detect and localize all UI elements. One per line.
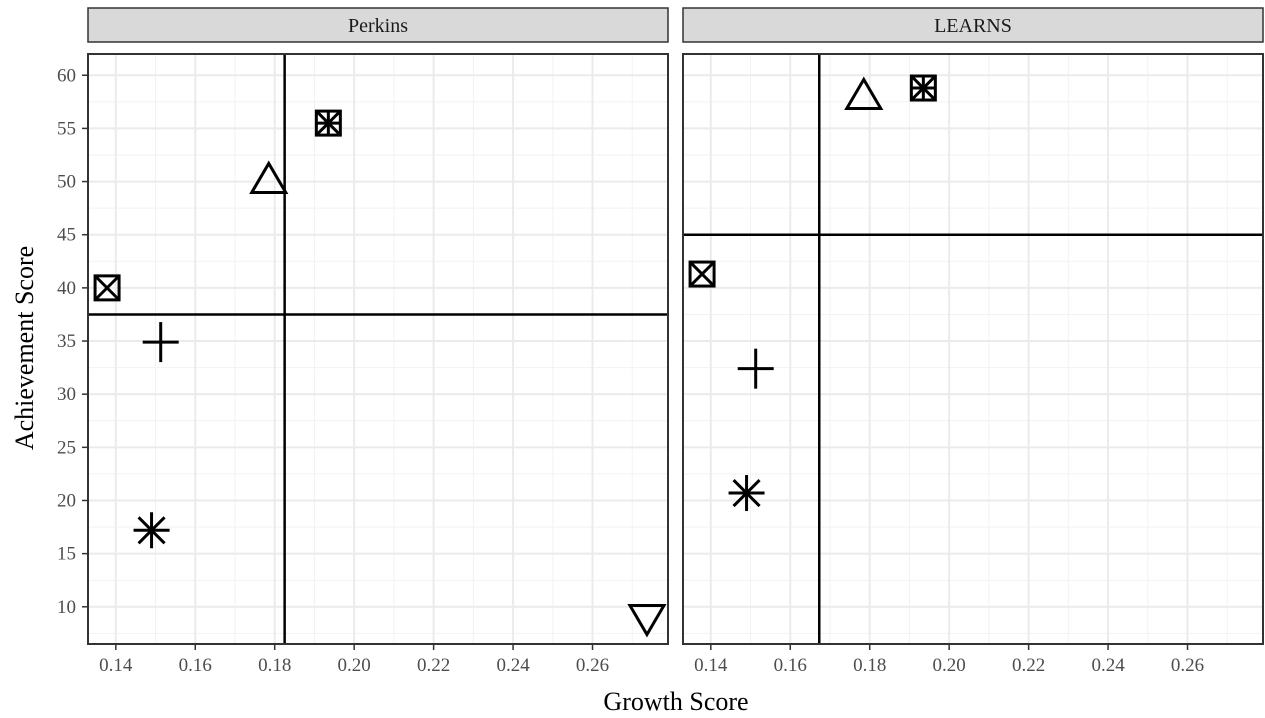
x-tick-label: 0.24	[1091, 655, 1125, 676]
data-point-square-cross	[688, 260, 716, 288]
x-tick-label: 0.22	[1012, 655, 1045, 676]
y-tick-label: 60	[57, 65, 76, 86]
x-tick-label: 0.14	[694, 655, 728, 676]
plot-area	[88, 54, 668, 644]
data-point-triangle-down	[627, 603, 667, 638]
x-tick-label: 0.16	[179, 655, 212, 676]
y-tick-label: 10	[57, 597, 76, 618]
data-point-plus	[142, 322, 179, 363]
facet-panel-perkins: Perkins 0.14 0.16 0.18 0.20 0.22 0.24 0.26	[87, 7, 669, 676]
facet-strip-label: Perkins	[348, 15, 408, 37]
x-axis-title: Growth Score	[603, 687, 748, 716]
data-point-triangle-up	[844, 76, 884, 110]
y-axis-title: Achievement Score	[10, 246, 39, 450]
y-tick-label: 25	[57, 437, 76, 458]
x-tick-label: 0.24	[496, 655, 530, 676]
marker-stroke	[137, 516, 166, 545]
y-tick-label: 55	[57, 118, 76, 139]
x-tick-label: 0.26	[1171, 655, 1204, 676]
data-point-square-cross	[93, 274, 121, 302]
data-point-asterisk	[133, 512, 170, 549]
x-tick-label: 0.18	[258, 655, 291, 676]
panel-border	[682, 53, 1264, 645]
data-point-triangle-up	[249, 160, 289, 194]
x-tick-label: 0.20	[933, 655, 966, 676]
x-tick-label: 0.20	[338, 655, 371, 676]
plot-area	[683, 54, 1263, 644]
y-tick-label: 45	[57, 225, 76, 246]
marker-stroke	[689, 260, 716, 288]
y-tick-label: 20	[57, 490, 76, 511]
marker-triangle	[249, 160, 289, 194]
y-axis: 10 15 20 25 30 35 40 45 50 55 60	[57, 65, 88, 618]
data-point-square-asterisk	[314, 109, 342, 137]
x-tick-label: 0.18	[853, 655, 886, 676]
y-tick-label: 40	[57, 278, 76, 299]
marker-box	[688, 260, 716, 288]
marker-triangle	[627, 603, 667, 638]
y-tick-label: 35	[57, 331, 76, 352]
x-tick-label: 0.26	[576, 655, 609, 676]
marker-stroke	[732, 478, 761, 508]
panel-border	[87, 53, 669, 645]
y-tick-label: 30	[57, 384, 76, 405]
marker-box	[93, 274, 121, 302]
x-tick-label: 0.22	[417, 655, 450, 676]
marker-triangle	[844, 76, 884, 110]
facet-strip-label: LEARNS	[934, 15, 1012, 37]
facet-panel-learns: LEARNS 0.14 0.16 0.18 0.20 0.22 0.24 0.26	[682, 7, 1264, 676]
data-point-square-asterisk	[909, 74, 937, 102]
marker-stroke	[94, 274, 121, 301]
y-tick-label: 15	[57, 544, 76, 565]
data-point-plus	[737, 348, 774, 389]
facet-strip	[682, 7, 1264, 43]
y-tick-label: 50	[57, 172, 76, 193]
facet-strip	[87, 7, 669, 43]
data-point-asterisk	[728, 475, 765, 512]
x-tick-label: 0.14	[99, 655, 133, 676]
x-tick-label: 0.16	[774, 655, 807, 676]
